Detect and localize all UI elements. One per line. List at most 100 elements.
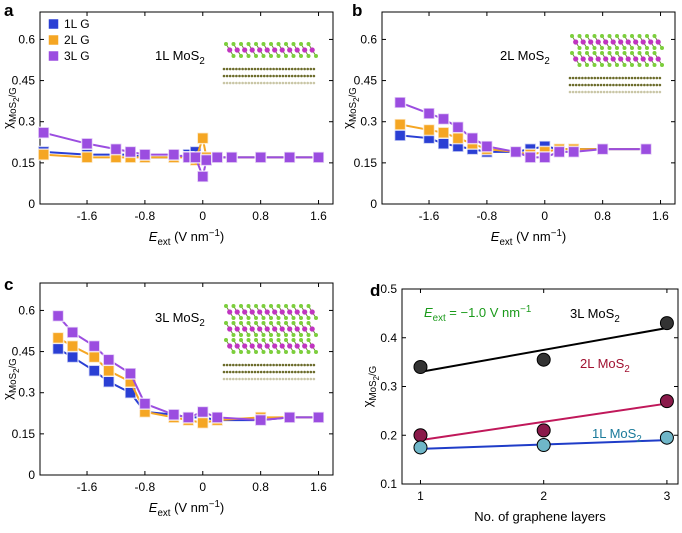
graphene-atom [238, 81, 241, 85]
marker [37, 148, 50, 161]
graphene-atom [290, 81, 294, 85]
mol-atom [287, 326, 293, 332]
x-tick-label: 3 [664, 489, 671, 503]
graphene-atom [278, 363, 282, 367]
mol-atom [309, 326, 315, 332]
mol-atom [254, 42, 258, 46]
graphene-atom [593, 90, 597, 94]
graphene-atom [287, 67, 291, 71]
graphene-atom [247, 377, 251, 381]
x-tick-label: 0 [541, 209, 548, 223]
graphene-atom [232, 74, 235, 78]
marker [659, 316, 674, 331]
graphene-atom [624, 76, 628, 80]
graphene-atom [602, 83, 606, 87]
y-axis-label-part: χ [340, 122, 355, 129]
mol-atom [610, 39, 616, 45]
marker [66, 339, 79, 353]
mol-atom [299, 350, 303, 354]
graphene-atom [244, 377, 247, 381]
graphene-atom [235, 370, 238, 374]
y-axis-label-part: 2 [12, 369, 21, 373]
mol-atom [279, 309, 285, 315]
mol-atom [645, 46, 649, 50]
graphene-atom [269, 363, 272, 367]
marker [254, 151, 267, 164]
series-label-part: 2 [636, 434, 641, 445]
mol-atom [592, 34, 597, 38]
graphene-atom [587, 76, 590, 80]
x-tick-label: 1 [417, 489, 424, 503]
mol-atom [291, 42, 296, 46]
mol-atom [227, 47, 233, 53]
mol-atom [254, 350, 258, 354]
mol-atom [573, 56, 579, 62]
graphene-atom [263, 67, 266, 71]
marker [422, 123, 436, 137]
graphene-atom [640, 83, 643, 87]
marker [413, 440, 428, 455]
mol-atom [291, 338, 296, 342]
graphene-atom [266, 377, 269, 381]
graphene-atom [643, 90, 646, 94]
x-tick-label: 1.6 [310, 480, 327, 494]
graphene-atom [596, 83, 600, 87]
y-tick-label: 0.3 [18, 115, 35, 129]
graphene-atom [228, 74, 232, 78]
graphene-atom [272, 67, 275, 71]
graphene-atom [259, 74, 263, 78]
x-tick-label: 1.6 [652, 209, 669, 223]
series-label: 2L MoS2 [580, 356, 630, 375]
mol-atom [242, 47, 248, 53]
graphene-atom [287, 81, 291, 85]
graphene-atom [590, 90, 593, 94]
mol-atom [249, 343, 255, 349]
y-tick-label: 0.15 [12, 156, 36, 170]
mol-atom [309, 309, 315, 315]
graphene-atom [235, 74, 238, 78]
mol-atom [570, 34, 574, 38]
graphene-atom [303, 370, 306, 374]
graphene-atom [281, 363, 285, 367]
x-tick-label: 2 [540, 489, 547, 503]
mol-atom [261, 42, 266, 46]
mol-atom [272, 309, 278, 315]
mol-atom [588, 56, 594, 62]
graphene-atom [269, 81, 272, 85]
graphene-atom [266, 81, 269, 85]
graphene-atom [275, 81, 279, 85]
marker [413, 360, 428, 374]
annotation-part: 3L MoS [155, 310, 200, 325]
mol-atom [231, 54, 236, 58]
graphene-atom [590, 76, 593, 80]
mol-atom [291, 321, 296, 325]
annotation-part: E [424, 305, 433, 320]
marker [51, 309, 65, 323]
graphene-atom [609, 83, 612, 87]
mol-atom [655, 39, 661, 45]
mol-atom [269, 333, 273, 337]
mol-atom [645, 34, 649, 38]
y-axis-label-part: 2 [352, 98, 361, 102]
graphene-atom [290, 370, 294, 374]
annotation-part: −1 [520, 304, 531, 315]
mol-atom [269, 54, 273, 58]
graphene-atom [312, 370, 316, 374]
graphene-atom [259, 370, 263, 374]
graphene-atom [256, 74, 260, 78]
mol-atom [603, 39, 609, 45]
series-label: 3L MoS2 [570, 306, 620, 325]
graphene-atom [309, 363, 313, 367]
graphene-atom [643, 76, 646, 80]
marker [393, 96, 407, 109]
mol-atom [254, 338, 258, 342]
marker [451, 120, 465, 134]
x-tick-label: -1.6 [419, 209, 440, 223]
graphene-atom [241, 74, 244, 78]
mol-atom [577, 46, 582, 50]
annotation: 2L MoS2 [500, 48, 550, 67]
graphene-atom [658, 76, 662, 80]
y-tick-label: 0.45 [12, 345, 36, 359]
mol-atom [269, 304, 273, 308]
y-tick-label: 0.5 [380, 282, 397, 296]
